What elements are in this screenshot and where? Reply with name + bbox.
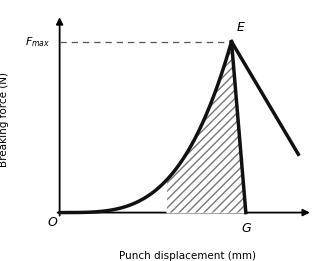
Polygon shape (167, 42, 246, 212)
Text: Punch displacement (mm): Punch displacement (mm) (119, 251, 255, 261)
Text: G: G (241, 222, 251, 235)
Text: O: O (47, 216, 58, 229)
Text: Breaking force (N): Breaking force (N) (0, 73, 9, 168)
Text: $F_{max}$: $F_{max}$ (25, 35, 50, 49)
Text: E: E (236, 21, 244, 34)
